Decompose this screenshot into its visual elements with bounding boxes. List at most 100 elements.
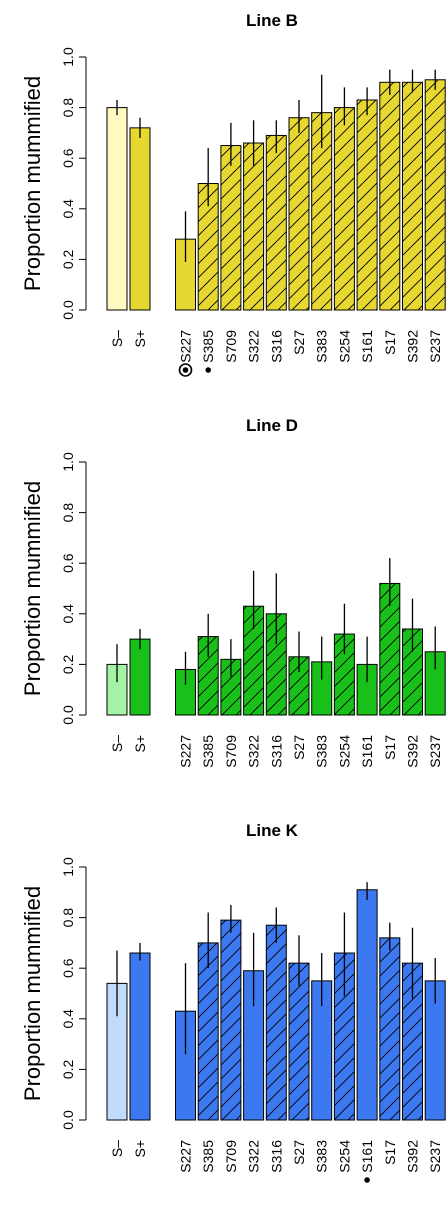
strain-tick-label: S227 (178, 735, 194, 768)
y-tick-label: 0.2 (60, 1059, 76, 1079)
strain-tick-label: S161 (359, 330, 375, 363)
strain-tick-label: S237 (427, 1140, 443, 1173)
strain-tick-label: S392 (405, 1140, 421, 1173)
strain-bar-hatch (289, 117, 309, 310)
strain-tick-label: S709 (223, 1140, 239, 1173)
strain-bar-hatch (198, 942, 219, 1120)
marker-circled-dot (178, 363, 193, 377)
strain-tick-label: S322 (246, 330, 262, 363)
strain-bar-hatch (425, 79, 446, 311)
y-tick-label: 0.2 (60, 654, 76, 674)
chart-title: Line D (246, 416, 298, 435)
strain-bar-hatch (198, 636, 219, 715)
strain-tick-label: S161 (359, 735, 375, 768)
y-tick-label: 0.6 (60, 148, 76, 168)
control-bar (106, 107, 128, 311)
strain-tick-label: S237 (427, 735, 443, 768)
y-tick-label: 1.0 (60, 857, 76, 877)
strain-tick-label: S385 (200, 1140, 216, 1173)
strain-bar-hatch (402, 628, 423, 715)
strain-tick-label: S17 (382, 1140, 398, 1165)
strain-bar-hatch (198, 183, 219, 310)
strain-tick-label: S709 (223, 735, 239, 768)
control-bar (129, 638, 151, 716)
y-axis-label: Proportion mummified (20, 481, 45, 696)
marker-circled-dot-center (182, 367, 189, 373)
strain-bar-hatch (220, 659, 241, 715)
strain-tick-label: S17 (382, 330, 398, 355)
strain-bar-hatch (402, 963, 423, 1120)
strain-bar-hatch (289, 963, 309, 1120)
marker-dot (364, 1177, 370, 1183)
strain-tick-label: S316 (268, 330, 284, 363)
strain-bar-hatch (289, 656, 309, 715)
strain-bar-hatch (266, 613, 287, 715)
control-tick-label: S– (109, 330, 125, 347)
y-tick-label: 1.0 (60, 452, 76, 472)
strain-tick-label: S392 (405, 330, 421, 363)
strain-tick-label: S254 (336, 735, 352, 768)
strain-tick-label: S392 (405, 735, 421, 768)
y-tick-label: 0.2 (60, 249, 76, 269)
strain-bar-hatch (334, 107, 355, 310)
strain-bar-hatch (243, 606, 264, 715)
strain-tick-label: S17 (382, 735, 398, 760)
strain-tick-label: S237 (427, 330, 443, 363)
strain-tick-label: S227 (178, 1140, 194, 1173)
strain-tick-label: S254 (336, 1140, 352, 1173)
y-axis-label: Proportion mummified (20, 76, 45, 291)
strain-bar-hatch (311, 112, 332, 310)
strain-tick-label: S385 (200, 735, 216, 768)
y-tick-label: 0.4 (60, 199, 76, 219)
strain-bar-hatch (402, 82, 423, 310)
strain-tick-label: S316 (268, 1140, 284, 1173)
chart-panel: Line B Proportion mummified 0.0 0.2 0.4 0.6 0.… (20, 11, 446, 377)
strain-tick-label: S383 (314, 330, 330, 363)
strain-tick-label: S385 (200, 330, 216, 363)
marker-dot (205, 367, 211, 373)
y-tick-label: 0.0 (60, 705, 76, 725)
y-tick-label: 0.8 (60, 98, 76, 118)
control-tick-label: S+ (132, 1140, 148, 1158)
strain-tick-label: S709 (223, 330, 239, 363)
y-tick-label: 0.8 (60, 503, 76, 523)
strain-bar-hatch (220, 920, 241, 1120)
y-tick-label: 1.0 (60, 47, 76, 67)
y-tick-label: 0.4 (60, 1009, 76, 1029)
strain-tick-label: S383 (314, 735, 330, 768)
y-tick-label: 0.6 (60, 958, 76, 978)
strain-bar-hatch (266, 925, 287, 1120)
strain-tick-label: S322 (246, 1140, 262, 1173)
y-tick-label: 0.0 (60, 300, 76, 320)
strain-bar-hatch (357, 100, 378, 310)
chart-title: Line K (246, 821, 299, 840)
strain-bar-hatch (334, 953, 355, 1120)
control-bar (129, 952, 151, 1121)
y-tick-label: 0.8 (60, 908, 76, 928)
strain-tick-label: S254 (336, 330, 352, 363)
y-axis-label: Proportion mummified (20, 886, 45, 1101)
strain-bar-hatch (379, 82, 400, 310)
control-tick-label: S+ (132, 330, 148, 348)
strain-bar-hatch (220, 145, 241, 310)
strain-tick-label: S161 (359, 1140, 375, 1173)
chart-panel: Line K Proportion mummified 0.0 0.2 0.4 0.6 0.… (20, 821, 446, 1183)
strain-bar-hatch (379, 937, 400, 1120)
strain-tick-label: S27 (291, 1140, 307, 1165)
y-tick-label: 0.6 (60, 553, 76, 573)
strain-bar-hatch (334, 634, 355, 715)
strain-tick-label: S322 (246, 735, 262, 768)
chart-title: Line B (246, 11, 298, 30)
strain-bar (356, 889, 378, 1121)
y-tick-label: 0.0 (60, 1110, 76, 1130)
strain-tick-label: S27 (291, 330, 307, 355)
strain-tick-label: S316 (268, 735, 284, 768)
strain-tick-label: S27 (291, 735, 307, 760)
control-tick-label: S– (109, 735, 125, 752)
strain-tick-label: S227 (178, 330, 194, 363)
control-bar (129, 127, 151, 311)
strain-tick-label: S383 (314, 1140, 330, 1173)
control-tick-label: S– (109, 1140, 125, 1157)
chart-panel: Line D Proportion mummified 0.0 0.2 0.4 0.6 0.… (20, 416, 446, 768)
